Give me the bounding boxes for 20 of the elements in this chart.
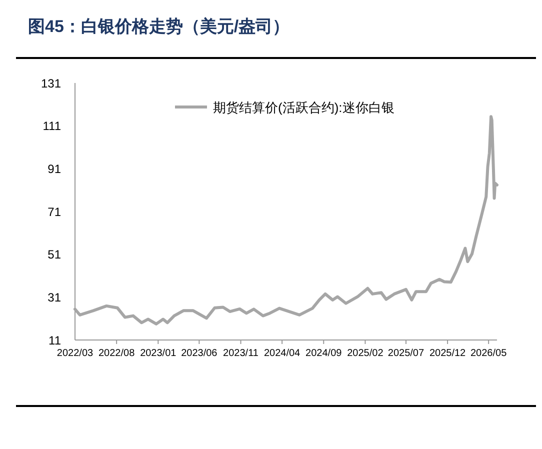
x-tick-label: 2024/09 [306,348,342,359]
x-tick-label: 2023/06 [181,348,218,359]
y-tick-label: 51 [48,248,62,262]
x-tick-label: 2025/12 [429,348,466,359]
y-tick-label: 71 [48,204,62,219]
title: 图45：白银价格走势（美元/盎司） [28,17,290,36]
legend: 期货结算价(活跃合约):迷你白银 [213,100,394,115]
x-tick-label: 2023/01 [140,348,177,359]
y-tick-label: 11 [48,333,62,348]
x-tick-label: 2022/03 [56,348,94,359]
x-tick-label: 2026/05 [470,348,508,359]
y-tick-label: 111 [42,119,62,134]
x-tick-label: 2023/11 [223,348,259,359]
x-tick-label: 2024/04 [264,348,301,359]
y-tick-label: 131 [40,76,62,90]
x-tick-label: 2025/07 [388,348,424,359]
x-tick-label: 2022/08 [98,348,136,359]
y-tick-label: 31 [48,290,62,304]
x-tick-label: 2025/02 [347,348,384,359]
y-tick-label: 91 [48,162,62,176]
